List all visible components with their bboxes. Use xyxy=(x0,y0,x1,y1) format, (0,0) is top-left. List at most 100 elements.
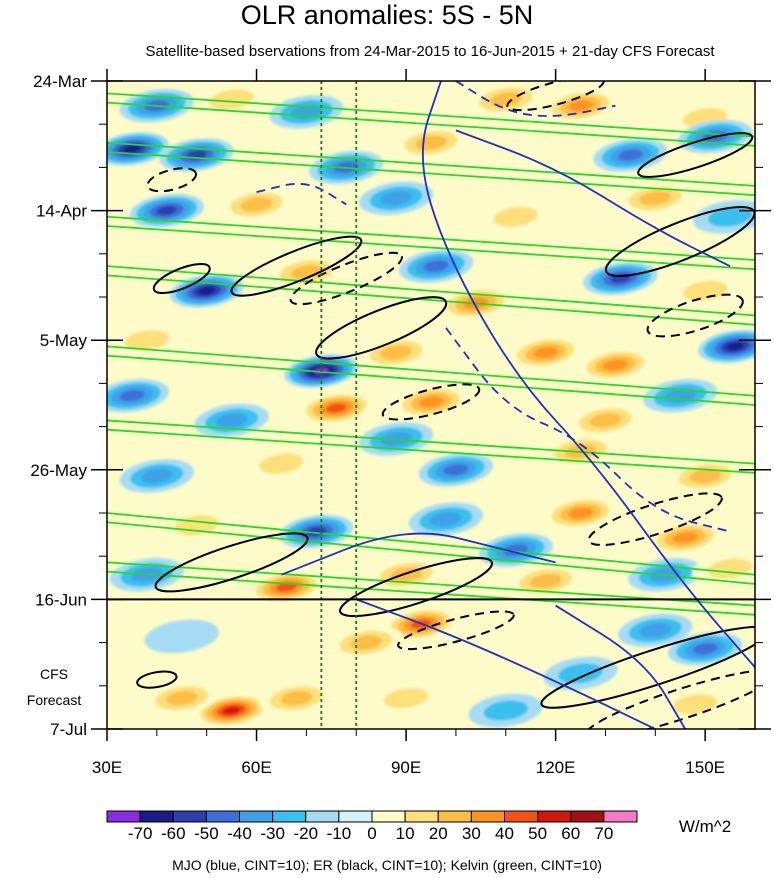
er-contour xyxy=(604,206,755,277)
kelvin-contour xyxy=(107,274,755,326)
plot-frame xyxy=(106,80,756,730)
anomaly-blob xyxy=(165,690,198,706)
anomaly-blob xyxy=(280,690,313,706)
mjo-contour xyxy=(455,129,731,267)
anomaly-blob xyxy=(489,92,522,107)
colorbar-label: -70 xyxy=(128,824,153,843)
er-contour xyxy=(506,81,605,112)
mjo-contours xyxy=(256,81,755,729)
kelvin-contour xyxy=(107,225,755,271)
er-contour xyxy=(289,251,403,306)
colorbar-swatch xyxy=(205,810,240,823)
er-contour xyxy=(540,625,755,709)
anomaly-blob xyxy=(215,413,248,428)
anomaly-blob xyxy=(123,145,141,153)
er-contour xyxy=(154,532,309,593)
kelvin-contour xyxy=(107,354,755,406)
colorbar-swatch xyxy=(404,810,439,823)
plot-area xyxy=(106,80,756,730)
mjo-contour xyxy=(355,598,656,729)
colorbar-swatch xyxy=(172,810,207,823)
colorbar-label: 70 xyxy=(594,824,613,843)
y-tick-label: 24-Mar xyxy=(33,72,87,91)
x-tick-label: 60E xyxy=(241,758,271,777)
colorbar-swatch xyxy=(371,810,406,823)
colorbar-label: 20 xyxy=(429,824,448,843)
mjo-contour xyxy=(256,182,347,206)
y-tick-label: 14-Apr xyxy=(36,202,87,221)
er-contour xyxy=(152,263,211,294)
kelvin-contour xyxy=(107,561,755,607)
kelvin-contours xyxy=(107,92,755,616)
kelvin-contour xyxy=(107,428,755,474)
anomaly-blob xyxy=(603,359,628,371)
colorbar-swatch xyxy=(537,810,572,823)
colorbar-label: -50 xyxy=(194,824,219,843)
anomaly-blob xyxy=(568,507,593,519)
colorbar-label: 10 xyxy=(396,824,415,843)
er-contour xyxy=(230,235,363,297)
er-contour xyxy=(646,293,744,338)
anomaly-blob xyxy=(533,346,559,359)
kelvin-contour xyxy=(107,345,755,397)
colorbar-label: 30 xyxy=(462,824,481,843)
x-axis: 30E 60E 90E 120E 150E xyxy=(92,69,725,777)
colorbar-label: -60 xyxy=(161,824,186,843)
colorbar-swatch xyxy=(570,810,605,823)
anomaly-blob xyxy=(209,89,254,110)
colorbar-swatch xyxy=(603,810,638,823)
kelvin-contour xyxy=(107,101,755,147)
anomaly-blob xyxy=(726,342,744,351)
y-tick-label: 16-Jun xyxy=(35,590,87,609)
anomaly-blob xyxy=(418,396,444,408)
anomaly-blob xyxy=(639,623,672,638)
anomaly-blob xyxy=(672,532,698,544)
anomaly-blob xyxy=(198,286,216,295)
colorbar-swatch xyxy=(239,810,274,823)
kelvin-contour xyxy=(107,419,755,465)
anomaly-blob xyxy=(290,265,323,280)
kelvin-contour xyxy=(107,512,755,576)
anomaly-blob xyxy=(568,100,593,112)
anomaly-blob xyxy=(558,663,603,684)
anomaly-blob xyxy=(326,403,347,413)
anomaly-blob xyxy=(140,468,173,484)
colorbar-label: 60 xyxy=(561,824,580,843)
kelvin-contour xyxy=(107,141,755,187)
anomaly-blob xyxy=(144,619,219,654)
y-tick-label: 26-May xyxy=(30,461,87,480)
er-contour xyxy=(587,492,723,546)
anomaly-blob xyxy=(682,280,728,301)
mjo-contour xyxy=(445,327,731,533)
er-contour xyxy=(339,557,494,618)
er-contour xyxy=(637,132,754,178)
colorbar-label: 0 xyxy=(367,824,376,843)
anomaly-blob xyxy=(689,468,722,484)
er-contours xyxy=(136,81,755,729)
colorbar-swatch xyxy=(504,810,539,823)
chart-title: OLR anomalies: 5S - 5N xyxy=(241,0,534,30)
anomaly-blob xyxy=(383,688,429,709)
anomaly-blob xyxy=(443,464,469,476)
y-axis: 24-Mar 14-Apr 5-May 26-May 16-Jun 7-Jul xyxy=(30,72,771,739)
kelvin-contour xyxy=(107,215,755,261)
anomaly-blob xyxy=(119,390,145,402)
anomaly-blob xyxy=(483,700,529,721)
colorbar: -70 -60 -50 -40 -30 -20 -10 0 10 20 30 40 50 60 70 xyxy=(106,810,638,843)
mjo-contour xyxy=(281,532,556,576)
anomaly-blob xyxy=(156,206,177,216)
er-contour xyxy=(146,167,198,193)
chart-subtitle: Satellite-based bservations from 24-Mar-… xyxy=(145,43,715,60)
x-tick-label: 30E xyxy=(92,758,122,777)
anomaly-blob xyxy=(124,330,170,351)
anomaly-blob xyxy=(380,191,413,206)
kelvin-contour xyxy=(107,92,755,138)
anomaly-blob xyxy=(692,643,718,655)
anomaly-blob xyxy=(589,413,622,428)
contour-legend: MJO (blue, CINT=10); ER (black, CINT=10)… xyxy=(172,857,602,873)
reference-lines xyxy=(320,81,358,729)
colorbar-label: 50 xyxy=(528,824,547,843)
anomaly-blob xyxy=(618,149,643,161)
kelvin-contour xyxy=(107,570,755,616)
